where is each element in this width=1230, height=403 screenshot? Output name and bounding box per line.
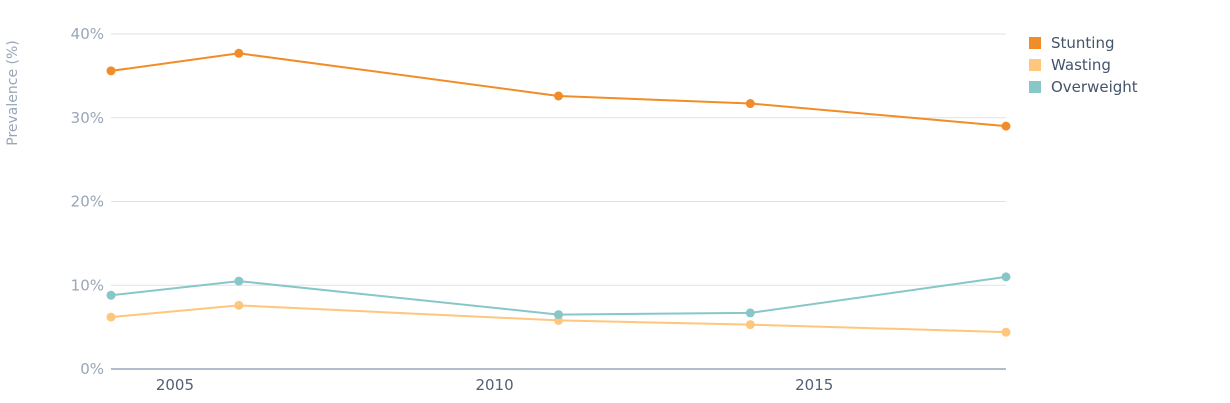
legend-swatch-overweight: [1029, 81, 1041, 93]
data-point-overweight-2004[interactable]: [106, 290, 116, 300]
legend-label-wasting: Wasting: [1051, 56, 1111, 74]
data-point-wasting-2018[interactable]: [1001, 327, 1011, 337]
legend-label-stunting: Stunting: [1051, 34, 1115, 52]
y-tick-label-30: 30%: [71, 109, 104, 127]
data-point-wasting-2006[interactable]: [234, 300, 244, 310]
data-point-wasting-2014[interactable]: [745, 320, 755, 330]
data-point-overweight-2006[interactable]: [234, 276, 244, 286]
series-line-overweight: [110, 275, 1007, 316]
data-point-stunting-2004[interactable]: [106, 66, 116, 76]
data-point-stunting-2006[interactable]: [234, 48, 244, 58]
y-tick-label-10: 10%: [71, 276, 104, 294]
data-point-stunting-2014[interactable]: [745, 99, 755, 109]
data-point-overweight-2018[interactable]: [1001, 272, 1011, 282]
legend-item-overweight[interactable]: Overweight: [1029, 78, 1138, 96]
grid: [111, 33, 1006, 286]
y-tick-label-40: 40%: [71, 25, 104, 43]
series-line-stunting: [110, 52, 1007, 128]
data-point-overweight-2011[interactable]: [554, 310, 563, 320]
y-tick-label-20: 20%: [71, 193, 104, 211]
x-tick-label-2015: 2015: [795, 376, 833, 394]
legend-swatch-stunting: [1029, 37, 1041, 49]
data-point-wasting-2004[interactable]: [106, 312, 116, 322]
series-overweight: [106, 272, 1011, 320]
data-point-stunting-2011[interactable]: [554, 91, 563, 101]
series-stunting: [106, 48, 1011, 131]
data-point-stunting-2018[interactable]: [1001, 121, 1011, 131]
data-point-overweight-2014[interactable]: [745, 308, 755, 318]
legend-label-overweight: Overweight: [1051, 78, 1138, 96]
axes: 0% 10% 20% 30% 40% 2005 2010 2015: [71, 25, 1006, 394]
y-tick-label-0: 0%: [80, 360, 104, 378]
legend-item-stunting[interactable]: Stunting: [1029, 34, 1115, 52]
y-axis-title: Prevalence (%): [5, 40, 21, 146]
legend-swatch-wasting: [1029, 59, 1041, 71]
legend-item-wasting[interactable]: Wasting: [1029, 56, 1111, 74]
series-layer: [106, 48, 1011, 337]
x-tick-label-2005: 2005: [156, 376, 194, 394]
legend: Stunting Wasting Overweight: [1029, 34, 1138, 96]
x-tick-label-2010: 2010: [475, 376, 513, 394]
